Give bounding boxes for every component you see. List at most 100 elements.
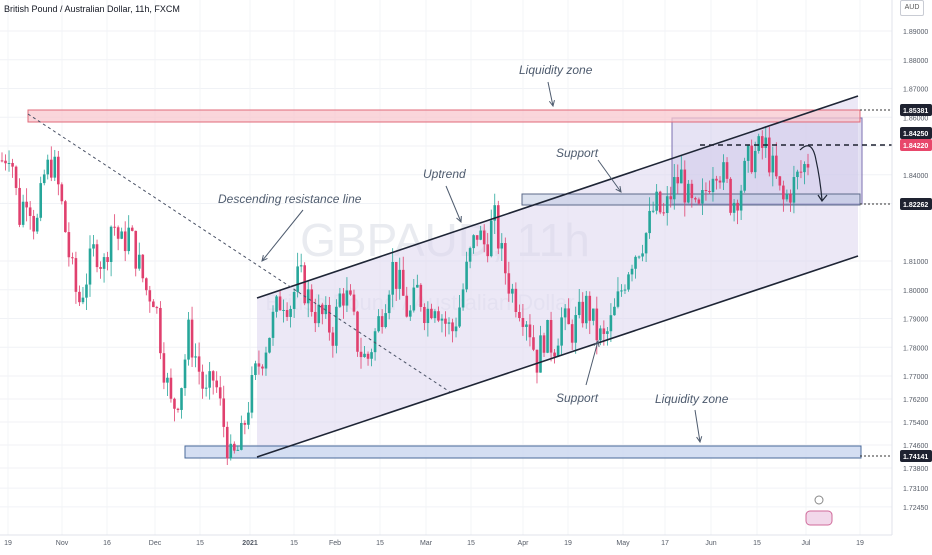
candles [0, 126, 810, 466]
candle-body [116, 227, 120, 239]
candle-body [162, 353, 166, 383]
liquidity-zone-bottom[interactable] [184, 445, 862, 459]
candle-body [588, 295, 592, 321]
candle-body [725, 162, 729, 179]
candle-body [130, 227, 134, 231]
price-tag-label: 1.84250 [903, 131, 928, 138]
candle-body [289, 308, 292, 317]
candle-body [197, 356, 201, 372]
candle-body [208, 371, 211, 388]
price-tag-label: 1.74141 [903, 454, 928, 461]
time-tick-label: 17 [661, 540, 669, 547]
candle-body [243, 422, 247, 425]
time-tick-label: 19 [4, 540, 12, 547]
arrow-support-top [597, 159, 622, 193]
price-tag [900, 198, 932, 210]
consolidation-box[interactable] [671, 117, 863, 205]
candle-body [704, 190, 708, 192]
candle-body [486, 244, 490, 257]
candle-body [683, 169, 687, 203]
candle-body [764, 137, 768, 148]
candle-body [359, 351, 363, 358]
candle-body [644, 233, 648, 254]
candle-body [553, 352, 556, 357]
candle-body [310, 289, 314, 312]
currency-tag[interactable]: AUD [900, 0, 924, 16]
candle-body [479, 230, 482, 240]
candle-body [461, 289, 465, 308]
candle-body [53, 156, 57, 178]
candle-body [370, 352, 373, 359]
time-tick-label: 15 [753, 540, 761, 547]
liquidity-zone-top[interactable] [27, 109, 861, 123]
candle-body [401, 269, 405, 296]
candle-body [384, 313, 387, 328]
candle-body [574, 315, 578, 343]
arrow-support-bottom-head [593, 339, 600, 347]
candle-body [630, 268, 634, 275]
price-tick-label: 1.73100 [903, 486, 928, 493]
channel-upper-line[interactable] [256, 95, 859, 299]
candle-body [451, 322, 454, 332]
candle-body [349, 290, 352, 295]
candle-body [648, 210, 651, 234]
price-tag [900, 450, 932, 462]
candle-body [782, 185, 785, 200]
candle-body [468, 248, 472, 262]
candle-body [64, 201, 67, 233]
candle-body [708, 190, 711, 193]
candle-body [426, 308, 430, 324]
price-tick-label: 1.81000 [903, 259, 928, 266]
time-tick-label: Feb [329, 540, 341, 547]
candle-body [187, 319, 190, 360]
candle-body [152, 301, 155, 308]
candle-body [792, 177, 796, 203]
candle-body [739, 190, 743, 211]
channel-lower-line[interactable] [256, 255, 859, 458]
candle-body [71, 257, 74, 259]
event-badge-icon[interactable] [805, 495, 833, 526]
descending-resistance-line[interactable] [27, 113, 451, 393]
candle-body [507, 273, 511, 294]
candle-body [475, 235, 479, 240]
candle-body [606, 331, 609, 334]
candle-body [11, 162, 14, 167]
time-tick-label: 2021 [242, 540, 258, 547]
price-tick-label: 1.87000 [903, 87, 928, 94]
candle-body [85, 284, 88, 298]
time-tick-label: Nov [56, 540, 69, 547]
candle-body [39, 183, 43, 218]
candle-body [511, 288, 514, 294]
candle-body [715, 178, 718, 181]
candle-body [278, 296, 282, 311]
price-tick-label: 1.86000 [903, 115, 928, 122]
arrow-liquidity-bottom-head [696, 436, 703, 444]
candle-body [623, 289, 627, 291]
candle-body [225, 426, 229, 459]
candle-body [109, 226, 113, 262]
candle-body [521, 318, 525, 327]
event-flag-icon [805, 510, 833, 526]
candle-body [433, 311, 437, 319]
candle-body [183, 359, 187, 389]
candle-body [264, 352, 268, 369]
candle-body [190, 319, 194, 358]
candle-body [145, 278, 148, 291]
price-tag-label: 1.85381 [903, 108, 928, 115]
candle-body [169, 377, 173, 399]
candle-body [799, 171, 803, 173]
label-liquidity-bottom: Liquidity zone [655, 392, 729, 406]
candle-body [694, 198, 697, 200]
candle-body [299, 265, 303, 267]
candle-body [137, 254, 141, 269]
candle-body [444, 318, 447, 324]
candle-body [437, 311, 440, 321]
candle-body [292, 291, 296, 309]
candle-body [81, 297, 85, 303]
candle-body [750, 145, 753, 173]
candle-body [535, 349, 539, 373]
candle-body [570, 324, 574, 343]
candle-body [317, 304, 321, 324]
